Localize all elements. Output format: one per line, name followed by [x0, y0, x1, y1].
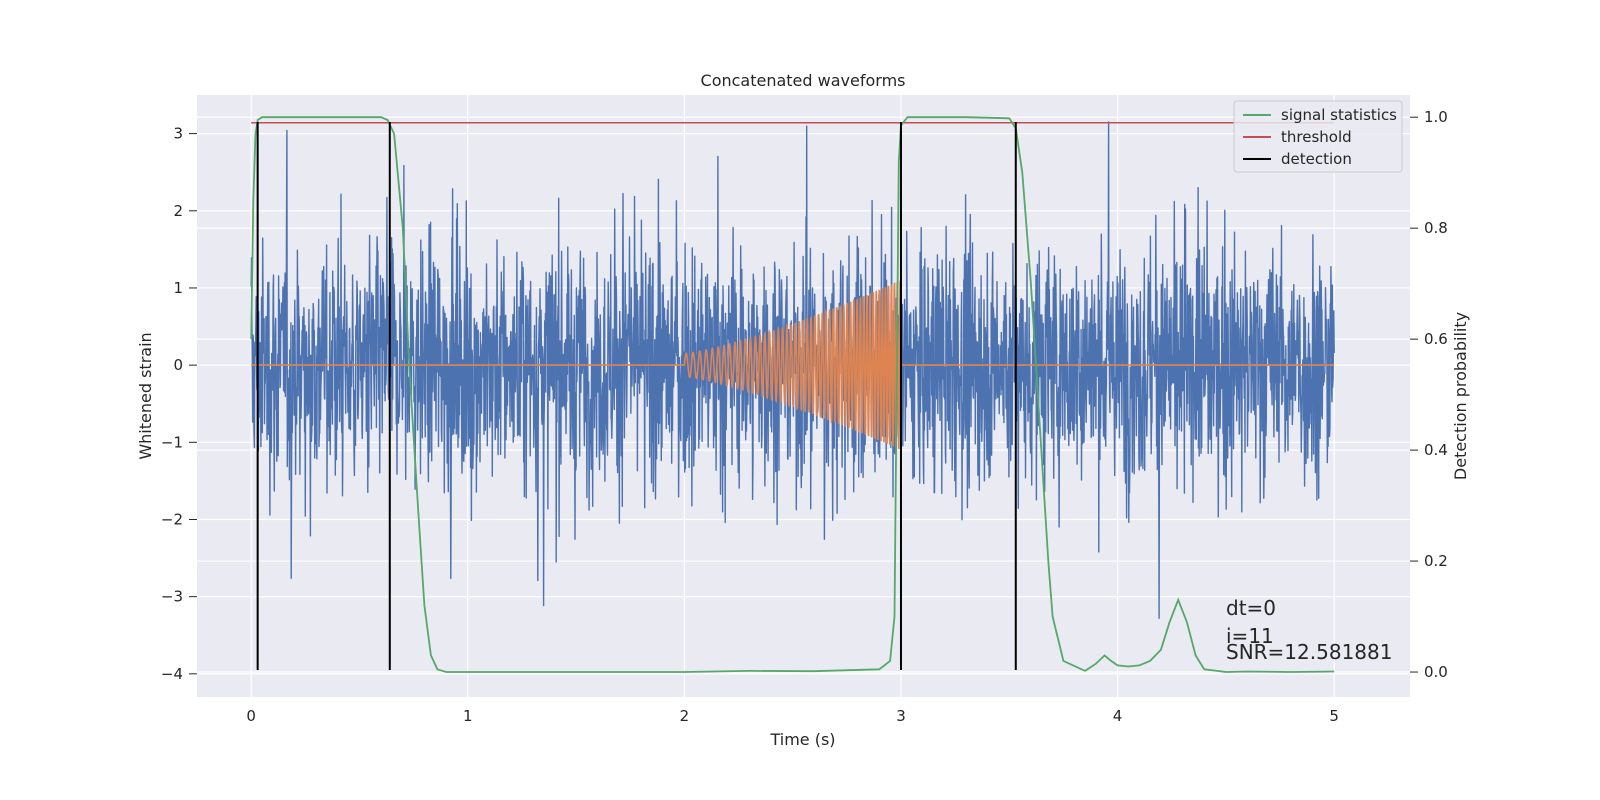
y-tick-labels: −4 −3 −2 −1 0 1 2 3 — [161, 125, 183, 683]
y2-tick-labels: 0.0 0.2 0.4 0.6 0.8 1.0 — [1424, 108, 1448, 681]
detection-series — [256, 122, 1017, 670]
y-tick-label: −1 — [161, 433, 183, 451]
y2-tick-label: 0.4 — [1424, 441, 1448, 459]
whitened-strain-series — [250, 121, 1335, 619]
x-tick-label: 4 — [1113, 707, 1123, 725]
legend-label-detection: detection — [1281, 150, 1352, 168]
x-tick-label: 0 — [246, 707, 256, 725]
annotation-index: i=11 — [1226, 624, 1274, 648]
y-tick-label: 1 — [173, 279, 183, 297]
y2-tick-label: 1.0 — [1424, 108, 1448, 126]
y2-axis-label: Detection probability — [1451, 312, 1470, 480]
x-tick-labels: 0 1 2 3 4 5 — [246, 707, 1339, 725]
legend-label-threshold: threshold — [1281, 128, 1352, 146]
legend-label-signal-statistics: signal statistics — [1281, 106, 1397, 124]
y-tick-label: −3 — [161, 588, 183, 606]
y-tick-label: 0 — [173, 356, 183, 374]
x-axis-label: Time (s) — [769, 730, 835, 749]
series-layer — [250, 116, 1335, 673]
y2-tick-label: 0.6 — [1424, 330, 1448, 348]
y-tick-label: 3 — [173, 125, 183, 143]
y2-tick-label: 0.8 — [1424, 219, 1448, 237]
signal-statistics-series — [250, 116, 1335, 673]
y-tick-label: −2 — [161, 510, 183, 528]
y2-tick-label: 0.2 — [1424, 552, 1448, 570]
legend-box — [1233, 100, 1403, 173]
chart-title: Concatenated waveforms — [701, 71, 906, 90]
x-tick-label: 3 — [896, 707, 906, 725]
x-tick-label: 1 — [463, 707, 473, 725]
annotation-snr: SNR=12.581881 — [1226, 640, 1392, 664]
template-chirp-series — [251, 280, 1335, 450]
legend: signal statistics threshold detection — [1233, 100, 1403, 173]
y-tick-label: 2 — [173, 202, 183, 220]
y2-tick-label: 0.0 — [1424, 663, 1448, 681]
y-tick-label: −4 — [161, 665, 183, 683]
annotation-dt: dt=0 — [1226, 596, 1276, 620]
x-tick-label: 2 — [680, 707, 690, 725]
y-axis-label: Whitened strain — [136, 332, 155, 459]
x-tick-label: 5 — [1329, 707, 1339, 725]
